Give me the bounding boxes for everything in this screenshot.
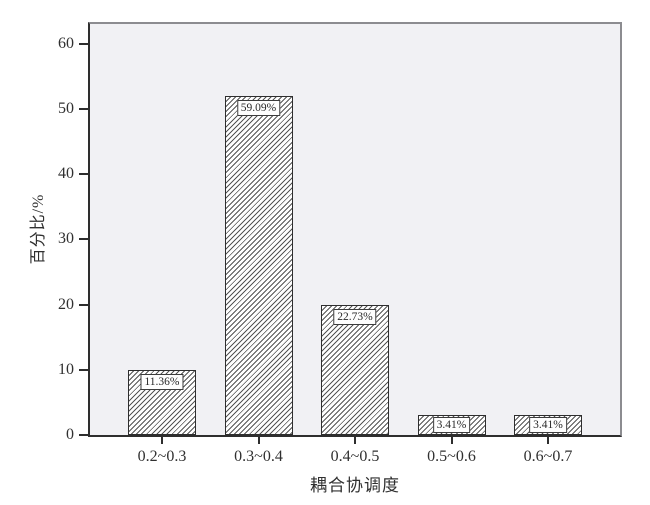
bar-value-label: 11.36% (140, 373, 184, 390)
x-axis-title: 耦合协调度 (310, 476, 400, 495)
y-tick (79, 434, 88, 436)
bar-0.5~0.6: 3.41% (417, 415, 486, 435)
x-tick-label: 0.6~0.7 (523, 448, 573, 465)
y-tick (79, 107, 88, 110)
bar-0.6~0.7: 3.41% (514, 415, 582, 435)
y-tick (79, 238, 88, 241)
bar-0.4~0.5: 22.73% (321, 304, 389, 435)
bar-value-label: 59.09% (236, 99, 281, 116)
x-tick-label: 0.3~0.4 (234, 448, 283, 465)
x-tick-label: 0.4~0.5 (330, 448, 380, 465)
y-tick-label: 0 (66, 426, 74, 443)
x-tick (161, 437, 163, 444)
y-tick-label: 50 (58, 99, 74, 117)
y-tick-label: 60 (58, 34, 74, 52)
x-tick-label: 0.5~0.6 (427, 448, 476, 465)
x-tick (257, 437, 260, 444)
y-tick-label: 30 (58, 230, 74, 248)
y-tick (79, 42, 88, 45)
y-tick-label: 40 (58, 165, 74, 183)
bar-value-label: 3.41% (432, 417, 471, 434)
plot-area: 11.36% 59.09% 22.73% 3.41% 3.41% (88, 22, 622, 437)
x-tick-label: 0.2~0.3 (137, 448, 187, 465)
bar-0.2~0.3: 11.36% (128, 369, 196, 435)
y-tick-label: 10 (58, 360, 74, 378)
y-tick (79, 368, 88, 371)
y-tick (79, 303, 88, 306)
bar-value-label: 22.73% (333, 308, 377, 325)
x-tick (354, 437, 356, 444)
x-tick (547, 437, 549, 444)
bar-value-label: 3.41% (529, 417, 567, 434)
bar-0.3~0.4: 59.09% (224, 95, 293, 435)
x-tick (450, 437, 453, 444)
y-tick (79, 173, 88, 176)
y-tick-label: 20 (58, 295, 74, 313)
